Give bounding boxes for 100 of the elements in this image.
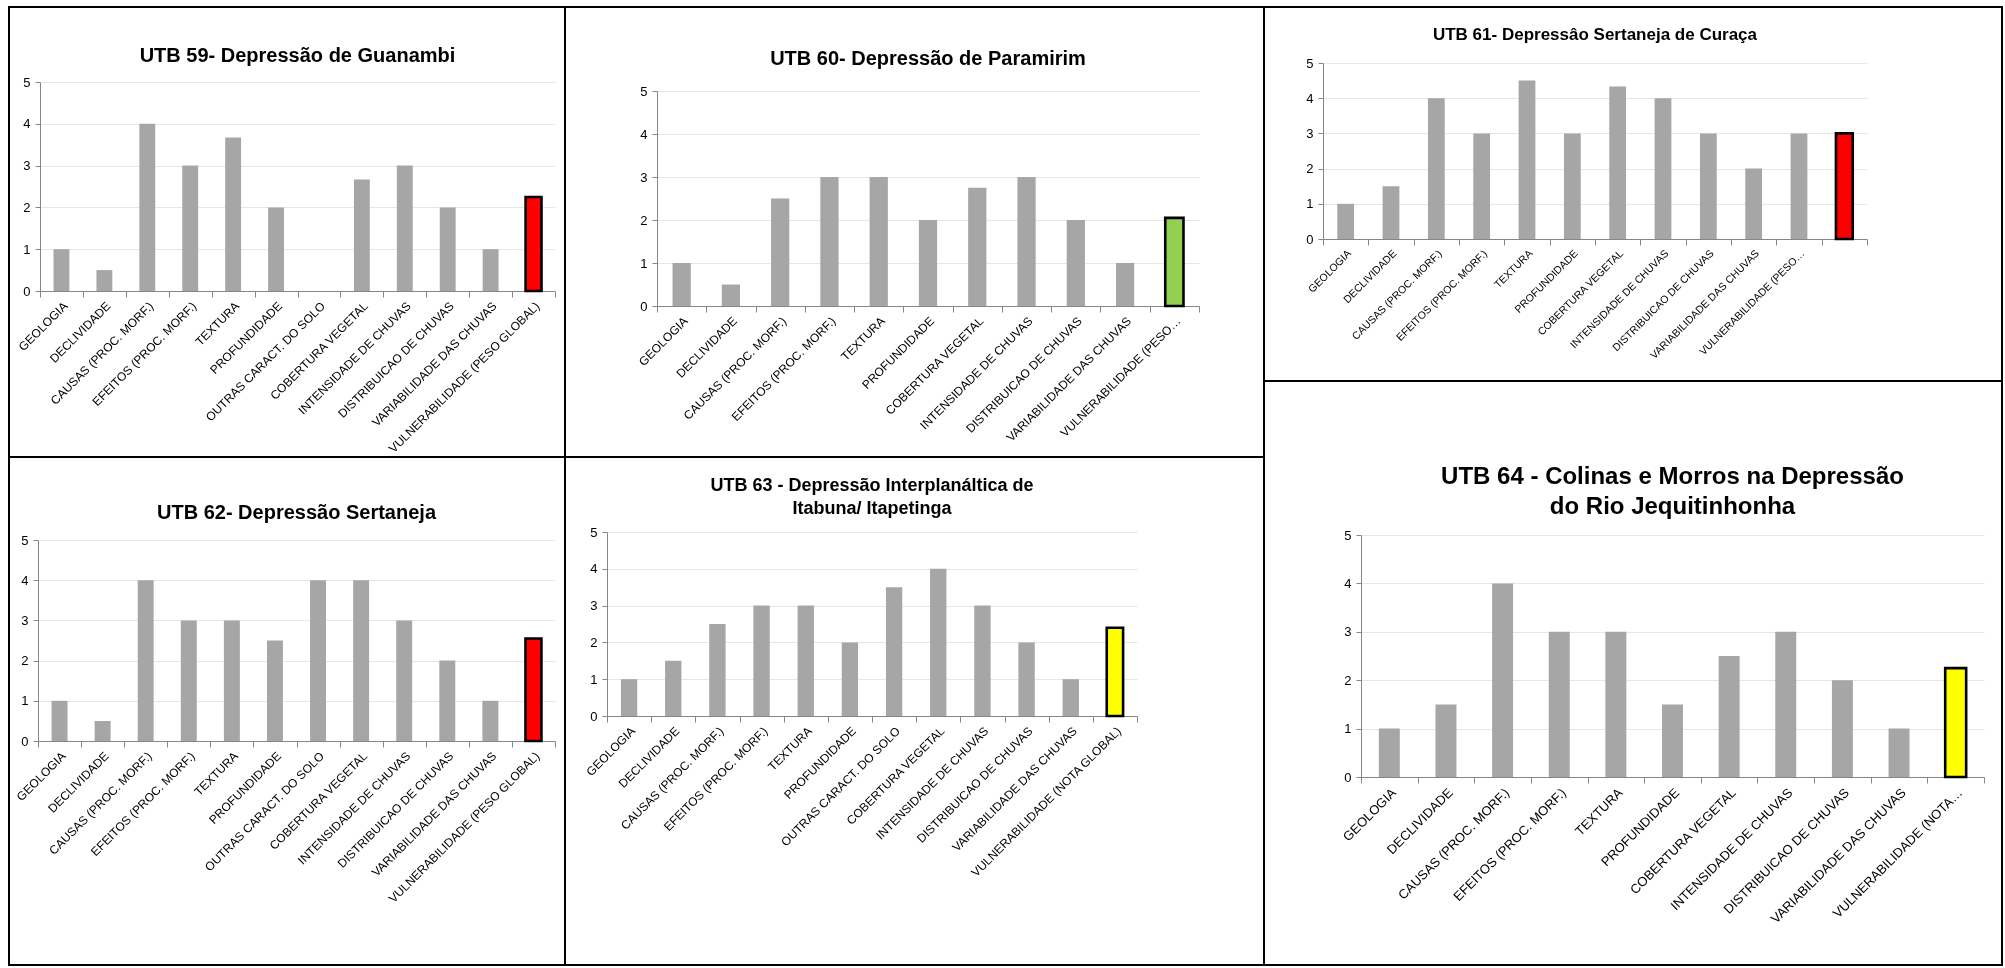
bar: [1654, 98, 1672, 239]
y-tick-label: 1: [640, 255, 648, 271]
bar: [137, 580, 154, 741]
y-tick-label: 0: [1344, 769, 1352, 785]
y-tick-label: 2: [640, 212, 648, 228]
chart-title: UTB 60- Depressão de Paramirim: [770, 47, 1086, 69]
bar: [1378, 728, 1400, 777]
y-tick-label: 3: [640, 169, 648, 185]
chart-title: UTB 61- Depressâo Sertaneja de Curaça: [1432, 25, 1758, 44]
y-tick-label: 5: [23, 74, 31, 90]
bar: [771, 198, 790, 306]
bar: [482, 249, 499, 291]
y-tick-label: 3: [1306, 125, 1314, 141]
bar: [1609, 86, 1627, 239]
y-tick-label: 1: [1306, 196, 1314, 212]
bar: [1699, 133, 1717, 239]
bar: [665, 660, 682, 716]
y-tick-label: 0: [21, 733, 29, 749]
bar: [266, 640, 283, 741]
bar: [51, 700, 68, 741]
bar: [524, 195, 543, 293]
bar: [672, 263, 691, 306]
bar: [869, 177, 888, 306]
chart-title: UTB 64 - Colinas e Morros na Depressão do Rio Jequitinhonha: [1441, 462, 1904, 519]
y-tick-label: 4: [1344, 575, 1352, 591]
chart-title: UTB 59- Depressão de Guanambi: [139, 44, 456, 66]
bar: [753, 605, 770, 716]
bar: [1718, 656, 1740, 777]
bar: [53, 249, 70, 291]
y-tick-label: 1: [1344, 721, 1352, 737]
bar: [620, 679, 638, 716]
y-tick-label: 4: [640, 126, 648, 142]
bar: [1563, 133, 1581, 239]
bar: [353, 580, 370, 741]
y-tick-label: 5: [1344, 527, 1352, 543]
y-tick-label: 5: [590, 524, 598, 540]
bar: [1427, 98, 1445, 239]
bar: [1435, 704, 1457, 777]
y-tick-label: 2: [590, 634, 598, 650]
bar: [1548, 631, 1570, 777]
bar: [1066, 220, 1085, 306]
y-tick-label: 3: [590, 598, 598, 614]
y-tick-label: 3: [23, 158, 31, 174]
y-tick-label: 2: [23, 199, 31, 215]
bar: [1062, 679, 1079, 716]
bar: [225, 137, 242, 291]
y-tick-label: 1: [21, 693, 29, 709]
y-tick-label: 0: [640, 298, 648, 314]
bar: [223, 620, 240, 741]
y-tick-label: 0: [1306, 231, 1314, 247]
bar: [96, 270, 113, 291]
bar: [1790, 133, 1808, 239]
bar: [797, 605, 814, 716]
bar: [1337, 203, 1355, 239]
bar: [1775, 631, 1797, 777]
bar: [1473, 133, 1491, 239]
bar: [709, 624, 726, 716]
bar: [1492, 583, 1514, 777]
bar: [310, 580, 327, 741]
bar: [182, 165, 199, 291]
bar: [439, 660, 456, 741]
bar: [396, 620, 413, 741]
bar: [353, 179, 370, 291]
bar: [930, 568, 947, 716]
y-tick-label: 4: [590, 561, 598, 577]
y-tick-label: 3: [21, 612, 29, 628]
bar: [524, 637, 543, 743]
y-tick-label: 5: [1306, 55, 1314, 71]
bar: [180, 620, 197, 741]
y-tick-label: 3: [1344, 624, 1352, 640]
bar: [1888, 728, 1910, 777]
y-tick-label: 5: [640, 83, 648, 99]
bar: [1831, 680, 1853, 777]
bar: [1115, 263, 1135, 306]
y-tick-label: 4: [23, 116, 31, 132]
bar: [968, 187, 987, 306]
y-tick-label: 4: [21, 572, 29, 588]
y-tick-label: 1: [23, 241, 31, 257]
bar: [1662, 704, 1683, 777]
bar: [721, 284, 741, 306]
chart-title: UTB 62- Depressão Sertaneja: [156, 501, 437, 523]
bar: [482, 700, 499, 741]
y-tick-label: 2: [21, 653, 29, 669]
bar: [1518, 80, 1536, 239]
bar: [94, 720, 111, 741]
bar: [974, 605, 991, 716]
bar: [1605, 631, 1627, 777]
bar: [841, 642, 859, 716]
bar: [1382, 186, 1400, 239]
bar: [268, 207, 284, 291]
bar: [1745, 168, 1763, 239]
bar: [820, 177, 839, 306]
y-tick-label: 2: [1306, 161, 1314, 177]
bar: [1017, 177, 1036, 306]
bar: [1018, 642, 1035, 716]
y-tick-label: 0: [590, 708, 598, 724]
bar: [396, 165, 413, 291]
y-tick-label: 5: [21, 532, 29, 548]
y-tick-label: 1: [590, 671, 598, 687]
y-tick-label: 2: [1344, 672, 1352, 688]
